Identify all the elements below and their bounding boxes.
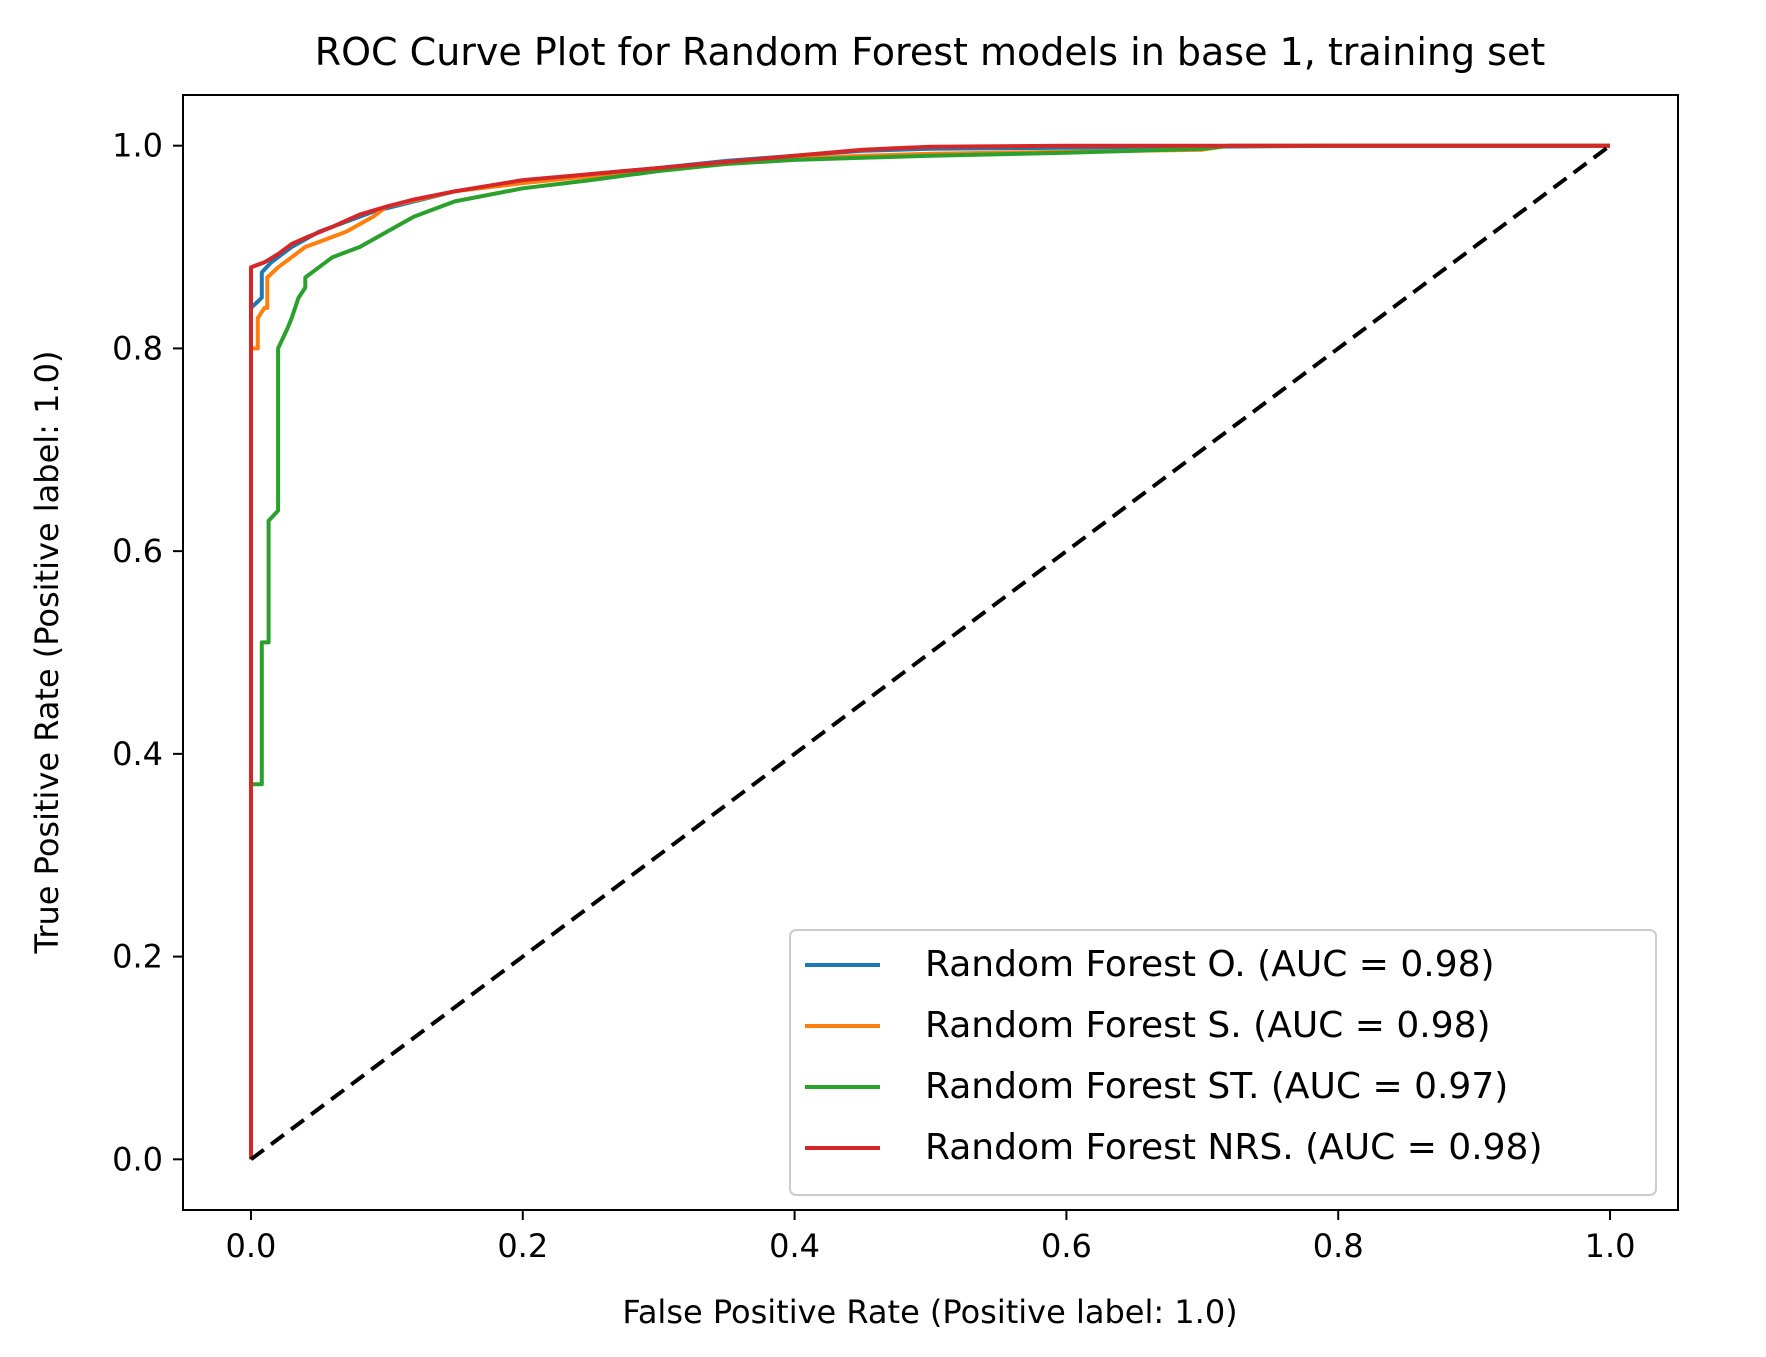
legend-box (789, 929, 1657, 1196)
x-axis-label: False Positive Rate (Positive label: 1.0… (622, 1293, 1237, 1331)
legend-label-2: Random Forest ST. (AUC = 0.97) (925, 1066, 1508, 1107)
x-tick-label: 1.0 (1585, 1227, 1636, 1265)
y-tick-label: 0.4 (112, 735, 163, 773)
legend-label-3: Random Forest NRS. (AUC = 0.98) (925, 1127, 1543, 1168)
series-lines (249, 143, 1612, 1161)
y-axis-label: True Positive Rate (Positive label: 1.0) (28, 351, 66, 955)
chart-title: ROC Curve Plot for Random Forest models … (315, 30, 1546, 74)
series-line-2 (249, 143, 1610, 1160)
y-tick-label: 1.0 (112, 127, 163, 165)
legend: Random Forest O. (AUC = 0.98) Random Fore… (789, 929, 1657, 1196)
axes-frame (182, 94, 1679, 1211)
x-tick-label: 0.4 (769, 1227, 820, 1265)
legend-label-0: Random Forest O. (AUC = 0.98) (925, 944, 1495, 985)
y-tick-label: 0.6 (112, 532, 163, 570)
x-tick-label: 0.2 (497, 1227, 548, 1265)
y-tick-label: 0.2 (112, 938, 163, 976)
y-tick-label: 0.0 (112, 1140, 163, 1178)
legend-label-1: Random Forest S. (AUC = 0.98) (925, 1005, 1491, 1046)
y-tick-label: 0.8 (112, 329, 163, 367)
series-line-3 (249, 143, 1610, 1160)
x-tick-label: 0.0 (226, 1227, 277, 1265)
x-tick-label: 0.6 (1041, 1227, 1092, 1265)
chance-reference-line (249, 144, 1612, 1161)
x-tick-label: 0.8 (1313, 1227, 1364, 1265)
axis-ticks: 0.0 0.2 0.4 0.6 0.8 1.0 0.0 0.2 0.4 0.6 0.8 1.0 (112, 127, 1635, 1265)
